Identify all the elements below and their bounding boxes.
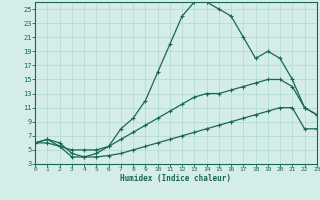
X-axis label: Humidex (Indice chaleur): Humidex (Indice chaleur) (121, 174, 231, 183)
